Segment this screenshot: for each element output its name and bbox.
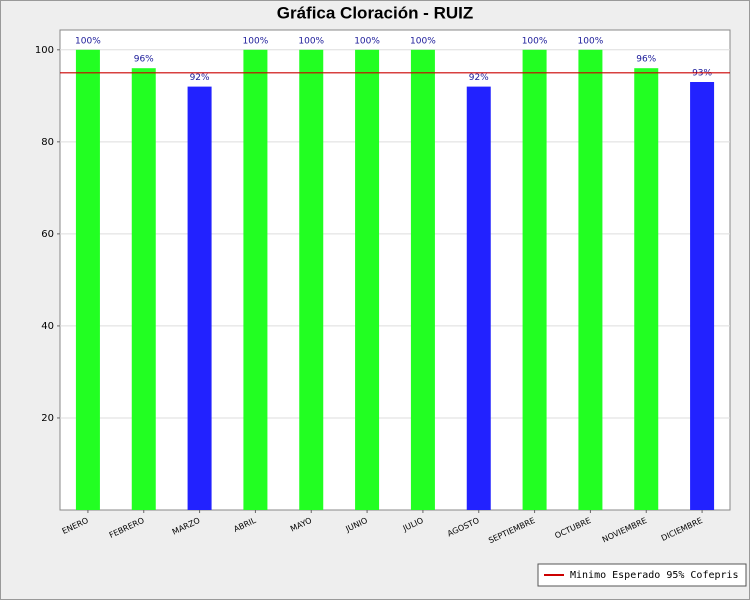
value-label: 100% xyxy=(578,36,604,46)
value-label: 100% xyxy=(522,36,548,46)
y-tick-label: 100 xyxy=(35,45,54,56)
y-tick-label: 60 xyxy=(41,229,54,240)
value-label: 92% xyxy=(469,73,489,83)
value-label: 100% xyxy=(243,36,269,46)
bar xyxy=(243,49,268,511)
bar xyxy=(131,68,156,510)
plot-area xyxy=(59,29,731,511)
chart-title: Gráfica Cloración - RUIZ xyxy=(277,3,473,22)
bar xyxy=(466,86,491,510)
bar xyxy=(522,49,547,511)
bar xyxy=(578,49,603,511)
value-label: 100% xyxy=(354,36,380,46)
value-label: 96% xyxy=(134,55,154,65)
value-label: 92% xyxy=(190,73,210,83)
value-label: 100% xyxy=(298,36,324,46)
value-label: 100% xyxy=(410,36,436,46)
value-label: 96% xyxy=(636,55,656,65)
y-tick-label: 20 xyxy=(41,413,54,424)
bar xyxy=(299,49,324,511)
bar xyxy=(690,82,715,510)
bar xyxy=(410,49,435,511)
legend-label: Minimo Esperado 95% Cofepris xyxy=(570,570,739,581)
y-tick-label: 40 xyxy=(41,321,54,332)
bar xyxy=(355,49,380,511)
bar xyxy=(634,68,659,510)
bar xyxy=(75,49,100,511)
value-label: 93% xyxy=(692,69,712,79)
bar xyxy=(187,86,212,510)
value-label: 100% xyxy=(75,36,101,46)
legend-box xyxy=(537,563,747,587)
y-tick-label: 80 xyxy=(41,137,54,148)
